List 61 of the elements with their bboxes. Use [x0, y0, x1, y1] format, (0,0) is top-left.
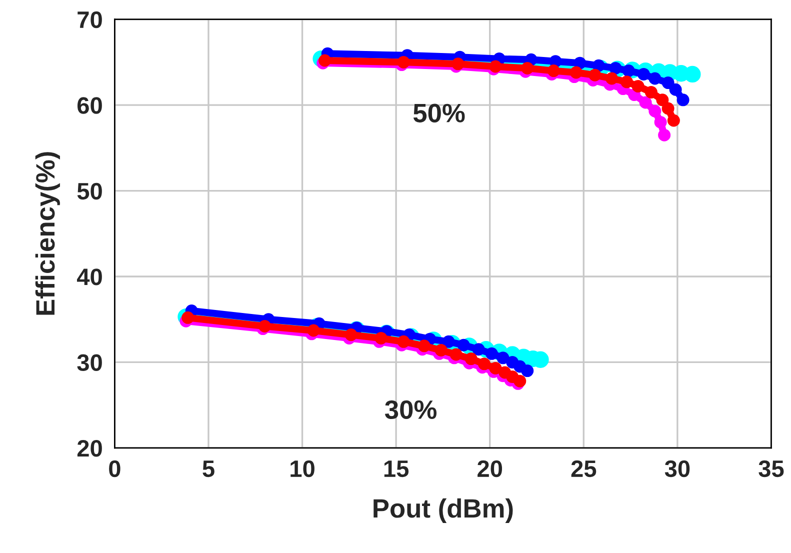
x-tick-label: 10: [290, 460, 314, 478]
point: [489, 362, 502, 374]
point: [442, 335, 455, 348]
point: [318, 54, 332, 67]
point: [662, 102, 674, 115]
point: [570, 66, 582, 79]
annotation: 50%: [413, 104, 465, 122]
point: [574, 56, 586, 70]
y-axis-title: Efficiency(%): [35, 152, 60, 315]
point: [620, 76, 634, 88]
point: [434, 344, 448, 356]
point: [374, 332, 388, 344]
point: [478, 358, 490, 370]
point: [648, 104, 662, 118]
point: [676, 94, 690, 106]
x-tick-label: 35: [758, 460, 784, 478]
point: [547, 64, 560, 78]
x-axis-title: Pout (dBm): [374, 498, 513, 524]
point: [307, 324, 320, 337]
y-tick-label: 30: [77, 354, 102, 372]
x-tick-label: 25: [571, 460, 596, 478]
point: [667, 114, 680, 127]
x-tick-label: 15: [384, 460, 409, 478]
x-tick-label: 5: [202, 460, 214, 478]
point: [606, 72, 618, 85]
point: [656, 94, 669, 106]
y-tick-label: 40: [76, 268, 102, 286]
point: [644, 86, 658, 98]
point: [514, 374, 526, 388]
point: [662, 76, 674, 90]
point: [258, 320, 272, 332]
point: [639, 96, 652, 109]
point: [637, 68, 650, 80]
x-tick-label: 20: [478, 460, 502, 478]
point: [450, 348, 462, 361]
point: [452, 58, 464, 70]
point: [658, 128, 671, 142]
point: [632, 80, 644, 92]
point: [182, 311, 194, 324]
y-tick-label: 70: [78, 11, 102, 28]
point: [418, 340, 430, 352]
annotation: 30%: [384, 400, 437, 420]
x-tick-label: 30: [664, 460, 690, 478]
point: [464, 352, 478, 366]
point: [669, 83, 682, 96]
point: [654, 116, 667, 128]
point: [521, 62, 534, 74]
point: [592, 59, 605, 72]
point: [489, 60, 502, 73]
y-tick-label: 60: [77, 97, 102, 114]
point: [648, 72, 662, 85]
point: [397, 56, 410, 68]
point: [397, 335, 410, 348]
point: [344, 328, 358, 342]
y-tick-label: 20: [77, 440, 102, 457]
point: [684, 66, 701, 83]
x-tick-label: 0: [109, 460, 120, 478]
point: [472, 343, 485, 356]
y-tick-label: 50: [77, 182, 102, 200]
point: [521, 364, 534, 378]
point: [588, 68, 602, 82]
